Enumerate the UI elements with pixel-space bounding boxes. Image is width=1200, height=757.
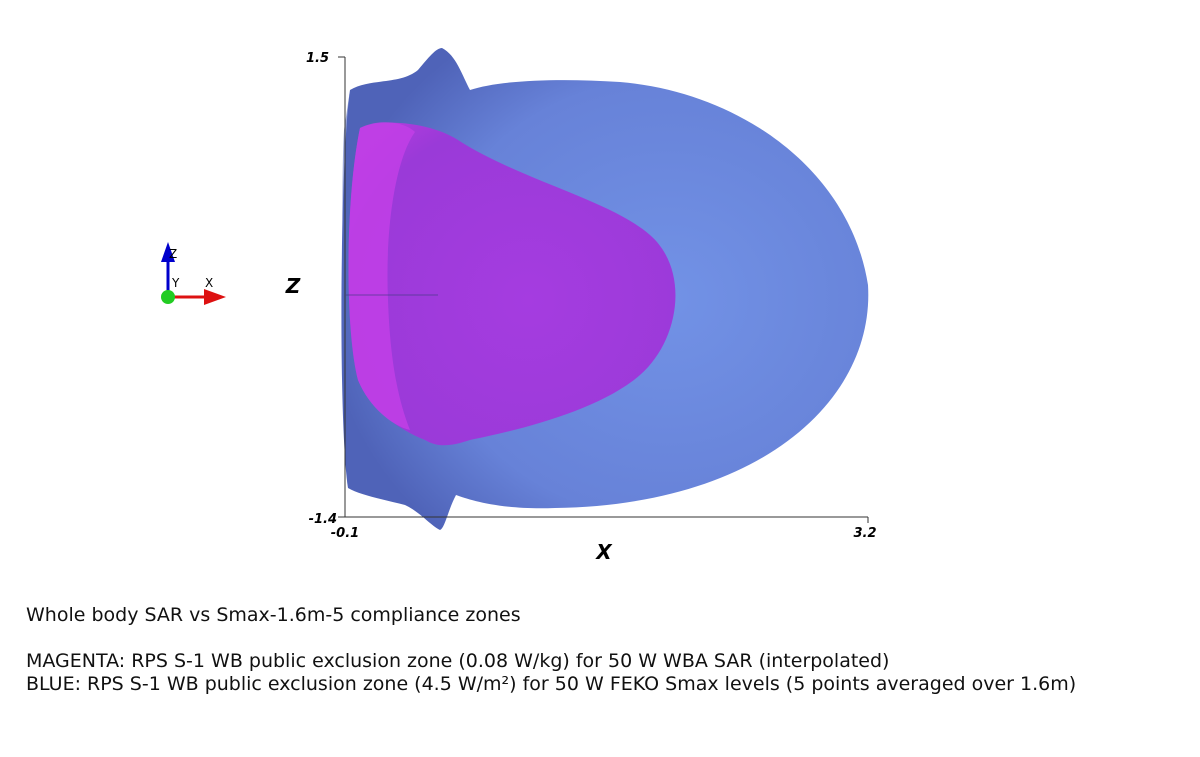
caption-blue-legend: BLUE: RPS S-1 WB public exclusion zone (… <box>26 673 1077 695</box>
triad-y-label: Y <box>171 276 180 290</box>
triad-z-arrow-head <box>161 242 175 262</box>
x-tick-label-left: -0.1 <box>331 526 359 541</box>
compliance-zone-render: 1.5 -1.4 -0.1 3.2 Z X Z Y X <box>161 48 877 564</box>
x-tick-label-right: 3.2 <box>853 526 876 541</box>
blue-zone-left-face <box>342 90 350 488</box>
caption-magenta-legend: MAGENTA: RPS S-1 WB public exclusion zon… <box>26 650 890 672</box>
triad-y-dot <box>161 290 175 304</box>
triad-x-label: X <box>205 276 213 290</box>
triad-x-arrow-head <box>204 289 226 305</box>
magenta-exclusion-zone <box>348 122 676 446</box>
x-axis-title: X <box>594 540 613 564</box>
z-tick-label-top: 1.5 <box>306 51 329 66</box>
magenta-zone-left-lobe <box>348 122 415 431</box>
triad-z-label: Z <box>169 247 177 261</box>
orientation-triad: Z Y X <box>161 242 226 305</box>
z-axis-title: Z <box>285 274 301 298</box>
figure-caption: Whole body SAR vs Smax-1.6m-5 compliance… <box>26 604 1186 696</box>
caption-title: Whole body SAR vs Smax-1.6m-5 compliance… <box>26 604 521 626</box>
z-tick-label-bottom: -1.4 <box>309 512 337 527</box>
